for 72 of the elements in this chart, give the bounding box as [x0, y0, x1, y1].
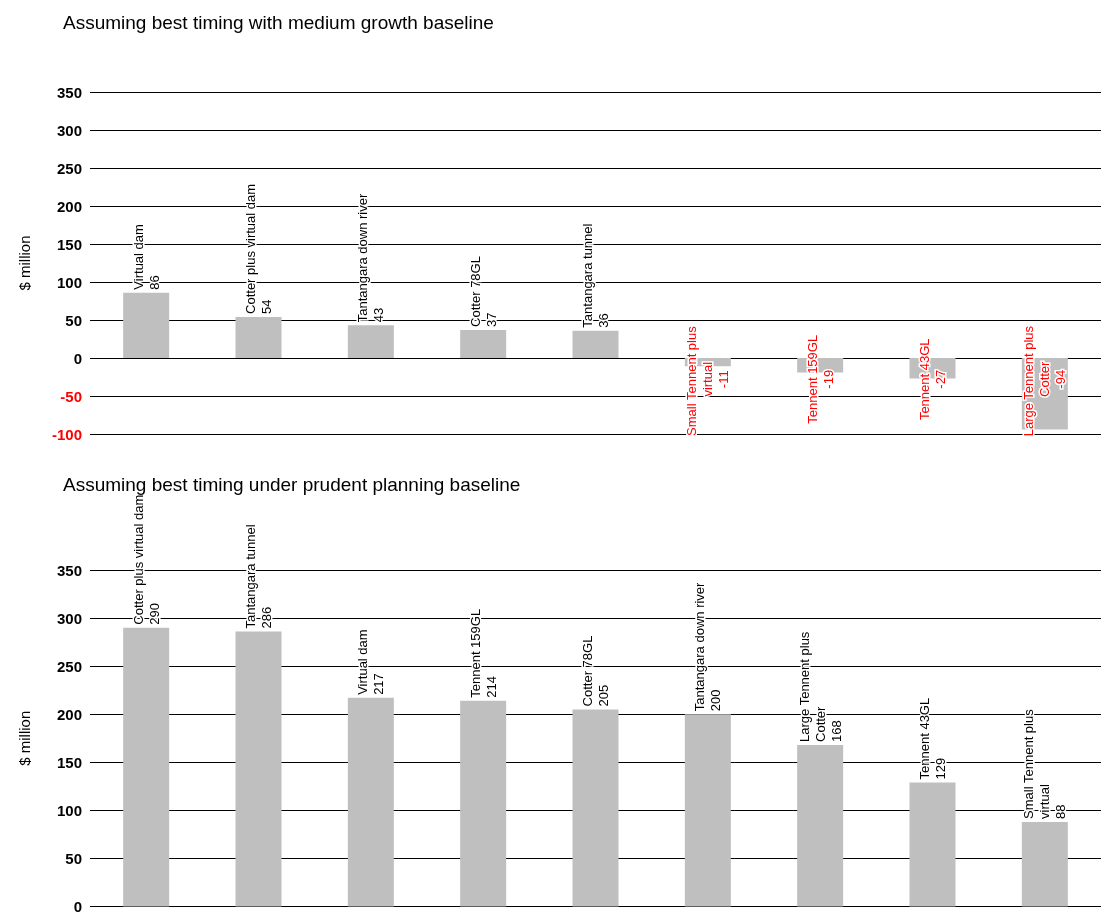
y-axis-title: $ million [16, 235, 33, 291]
y-tick-label: 50 [65, 311, 82, 329]
y-tick-label: 300 [56, 121, 82, 139]
x-tick-label: Cotter 78GL [580, 635, 595, 707]
bar [909, 782, 956, 907]
data-label: -27 [933, 369, 948, 389]
bar [123, 627, 170, 907]
bar [460, 329, 507, 358]
y-tick-label: 300 [56, 609, 82, 627]
bar [235, 631, 282, 907]
y-tick-label: 100 [56, 273, 82, 291]
data-label: 54 [259, 299, 274, 314]
y-tick-label: -50 [60, 387, 82, 405]
x-tick-label: Cotter plus virtual dam [130, 494, 146, 625]
data-label: 217 [371, 673, 387, 695]
x-tick-label: Tennent 159GL [467, 608, 483, 698]
x-tick-label: Tennent 159GL [804, 334, 820, 424]
data-label: 36 [596, 313, 611, 328]
y-tick-label: 350 [56, 83, 82, 101]
x-tick-label: Tantangara tunnel [580, 223, 595, 328]
data-label: -11 [716, 370, 732, 389]
x-tick-label: Tantangara down river [692, 581, 708, 712]
data-label: 86 [146, 275, 162, 290]
data-label: 88 [1053, 804, 1069, 819]
x-tick-label: Tantangara down river [355, 193, 371, 323]
bar [797, 744, 844, 907]
y-axis-title: $ million [16, 710, 33, 766]
x-tick-label: Tennent 43GL [917, 697, 932, 780]
data-label: 286 [259, 606, 274, 629]
bar [572, 709, 619, 907]
y-tick-label: -100 [51, 425, 82, 443]
x-tick-label: Cotter 78GL [467, 256, 483, 327]
data-label: 129 [933, 757, 948, 780]
data-label: -94 [1053, 369, 1069, 389]
data-label: 43 [371, 307, 387, 323]
bar [1021, 821, 1068, 907]
data-label: 200 [708, 689, 724, 712]
x-tick-label: Virtual dam [130, 224, 146, 290]
x-tick-label: Large Tennent plus Cotter [796, 628, 828, 742]
bar [123, 292, 170, 358]
y-tick-label: 350 [56, 561, 82, 579]
x-tick-label: Cotter plus virtual dam [243, 183, 258, 314]
y-tick-label: 250 [56, 159, 82, 177]
x-tick-label: Small Tennent plus virtual [684, 322, 716, 436]
x-tick-label: Tennent 43GL [917, 338, 932, 421]
bar [347, 325, 394, 358]
y-tick-label: 50 [65, 849, 82, 867]
y-tick-label: 150 [56, 753, 82, 771]
y-tick-label: 0 [73, 349, 82, 367]
y-tick-label: 200 [56, 705, 82, 723]
data-label: 290 [146, 602, 162, 625]
y-tick-label: 150 [56, 235, 82, 253]
bar [235, 316, 282, 358]
y-tick-label: 250 [56, 657, 82, 675]
chart-title: Assuming best timing with medium growth baseline [63, 12, 494, 33]
data-label: 168 [828, 720, 844, 742]
bar [347, 697, 394, 907]
y-tick-label: 0 [73, 898, 82, 914]
data-label: -19 [820, 369, 836, 389]
bar [460, 700, 507, 907]
x-tick-label: Small Tennent plus virtual [1021, 705, 1053, 819]
x-tick-label: Virtual dam [355, 629, 371, 695]
data-label: 37 [483, 312, 499, 327]
chart-title: Assuming best timing under prudent planning baseline [63, 474, 521, 495]
data-label: 205 [596, 684, 611, 707]
y-tick-label: 100 [56, 801, 82, 819]
bar [572, 330, 619, 358]
x-tick-label: Large Tennent plus Cotter [1021, 322, 1053, 437]
x-tick-label: Tantangara tunnel [243, 524, 258, 629]
data-label: 214 [483, 676, 499, 698]
bar [684, 714, 731, 907]
y-tick-label: 200 [56, 197, 82, 215]
